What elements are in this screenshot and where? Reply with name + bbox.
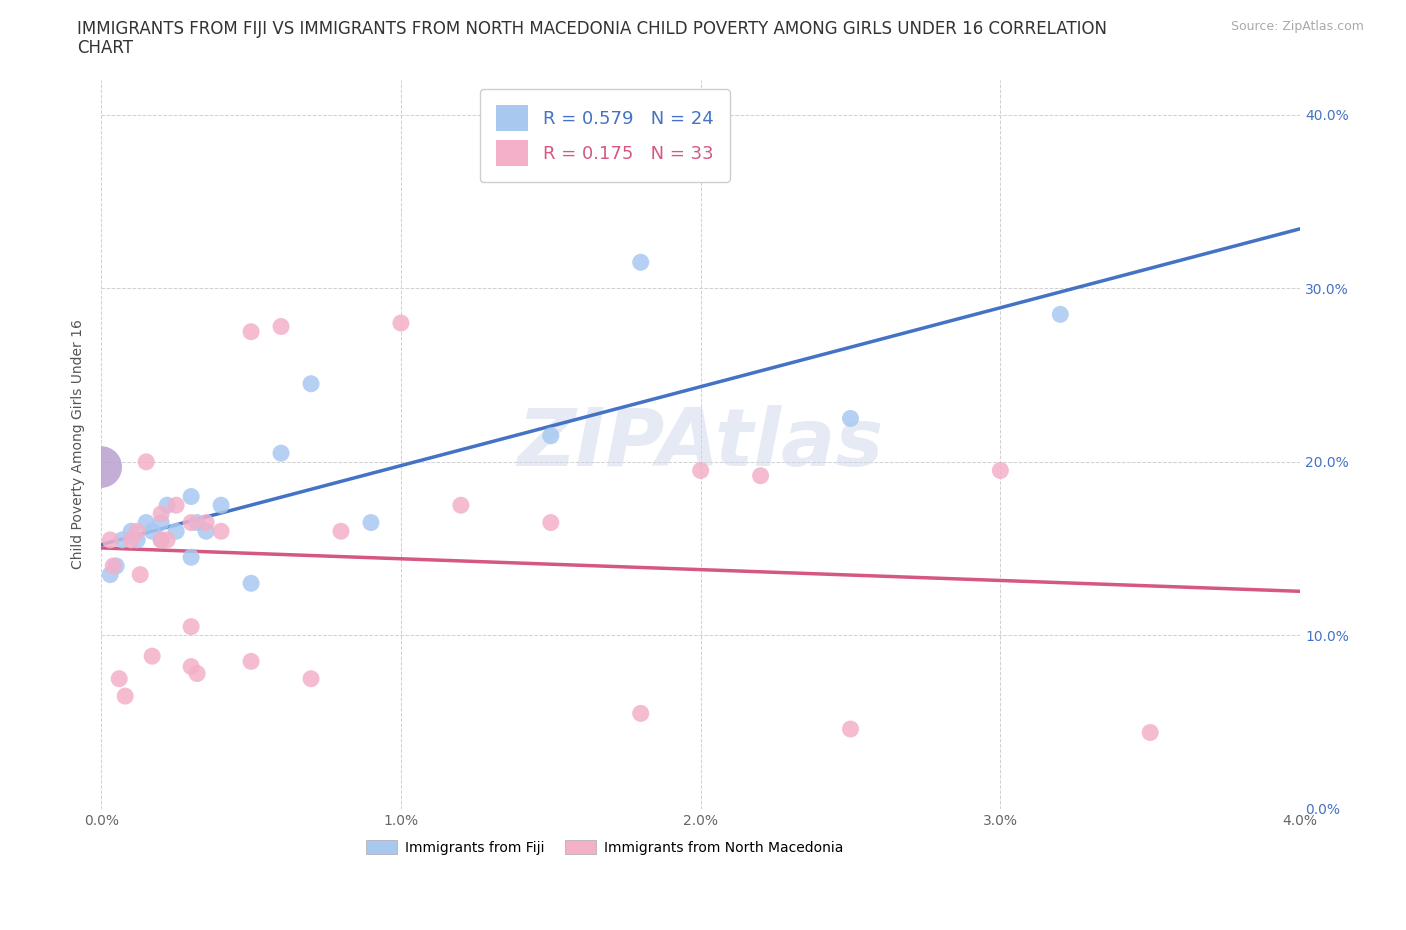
Point (180, 515, 202, 530)
Point (141, 649, 163, 664)
Point (540, 429, 562, 444)
Point (180, 489, 202, 504)
Point (240, 654, 263, 669)
Point (141, 524, 163, 538)
Point (839, 411, 862, 426)
Text: IMMIGRANTS FROM FIJI VS IMMIGRANTS FROM NORTH MACEDONIA CHILD POVERTY AMONG GIRL: IMMIGRANTS FROM FIJI VS IMMIGRANTS FROM … (77, 20, 1108, 38)
Point (156, 498, 179, 512)
Point (105, 559, 128, 574)
Point (150, 507, 173, 522)
Point (195, 515, 218, 530)
Point (150, 515, 173, 530)
Y-axis label: Child Poverty Among Girls Under 16: Child Poverty Among Girls Under 16 (72, 320, 86, 569)
Point (209, 524, 232, 538)
Point (240, 325, 263, 339)
Point (165, 498, 187, 512)
Legend: Immigrants from Fiji, Immigrants from North Macedonia: Immigrants from Fiji, Immigrants from No… (360, 834, 849, 860)
Point (988, 463, 1011, 478)
Point (630, 255, 652, 270)
Point (180, 659, 202, 674)
Point (450, 498, 472, 512)
Text: CHART: CHART (77, 39, 134, 57)
Point (150, 533, 173, 548)
Point (120, 524, 142, 538)
Point (540, 515, 562, 530)
Point (98, 533, 121, 548)
Point (270, 319, 292, 334)
Point (186, 515, 208, 530)
Point (90, 459, 112, 474)
Text: ZIPAtlas: ZIPAtlas (517, 405, 884, 484)
Point (127, 524, 149, 538)
Point (135, 515, 157, 530)
Point (165, 524, 187, 538)
Point (299, 377, 322, 392)
Point (270, 445, 292, 460)
Point (1139, 725, 1161, 740)
Point (98, 567, 121, 582)
Point (150, 533, 173, 548)
Point (389, 315, 412, 330)
Point (129, 567, 152, 582)
Point (180, 550, 202, 565)
Point (689, 463, 711, 478)
Point (1049, 307, 1071, 322)
Point (749, 469, 772, 484)
Text: Source: ZipAtlas.com: Source: ZipAtlas.com (1230, 20, 1364, 33)
Point (111, 533, 134, 548)
Point (299, 671, 322, 686)
Point (630, 706, 652, 721)
Point (186, 666, 208, 681)
Point (135, 455, 157, 470)
Point (108, 671, 131, 686)
Point (120, 533, 142, 548)
Point (240, 576, 263, 591)
Point (103, 559, 125, 574)
Point (360, 515, 382, 530)
Point (839, 722, 862, 737)
Point (114, 688, 136, 703)
Point (180, 619, 202, 634)
Point (195, 524, 218, 538)
Point (156, 533, 179, 548)
Point (209, 498, 232, 512)
Point (127, 533, 149, 548)
Point (330, 524, 353, 538)
